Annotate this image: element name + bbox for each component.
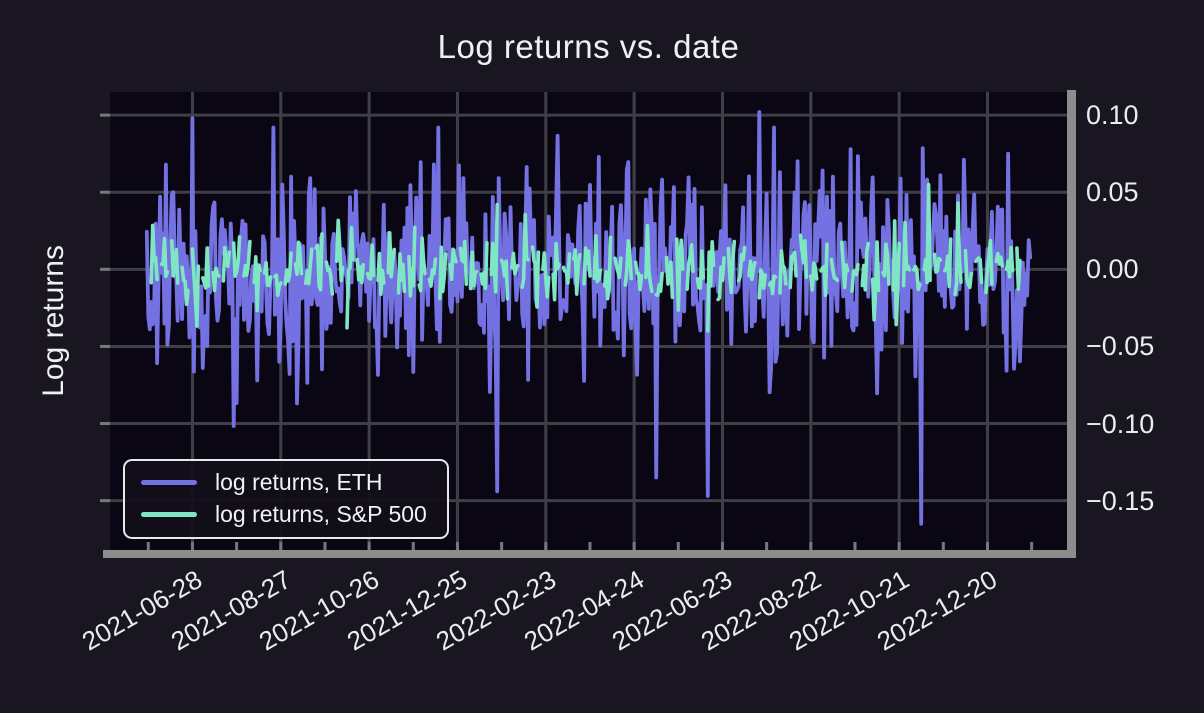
sp500-line-swatch <box>141 511 197 517</box>
legend-item-sp500: log returns, S&P 500 <box>141 499 427 529</box>
y-tick-label: −0.15 <box>1086 485 1155 516</box>
eth-line-swatch <box>141 479 197 485</box>
legend-item-eth: log returns, ETH <box>141 467 427 497</box>
legend: log returns, ETH log returns, S&P 500 <box>123 459 449 539</box>
y-tick-label: 0.05 <box>1086 177 1139 208</box>
plot-area: log returns, ETH log returns, S&P 500 <box>100 90 1076 558</box>
axis-spine-right <box>1067 90 1076 558</box>
sp500-line <box>149 182 1022 333</box>
eth-line <box>144 110 1033 526</box>
y-tick-label: −0.10 <box>1086 408 1155 439</box>
axis-spine-bottom <box>103 550 1076 558</box>
y-axis-label-text: Log returns <box>37 245 70 397</box>
y-tick-label: 0.00 <box>1086 254 1139 285</box>
y-axis-label: Log returns <box>30 92 78 550</box>
y-tick-label: −0.05 <box>1086 331 1155 362</box>
y-tick-label: 0.10 <box>1086 100 1139 131</box>
chart-title: Log returns vs. date <box>437 28 740 65</box>
legend-label-eth: log returns, ETH <box>215 468 383 495</box>
legend-label-sp500: log returns, S&P 500 <box>215 500 427 527</box>
